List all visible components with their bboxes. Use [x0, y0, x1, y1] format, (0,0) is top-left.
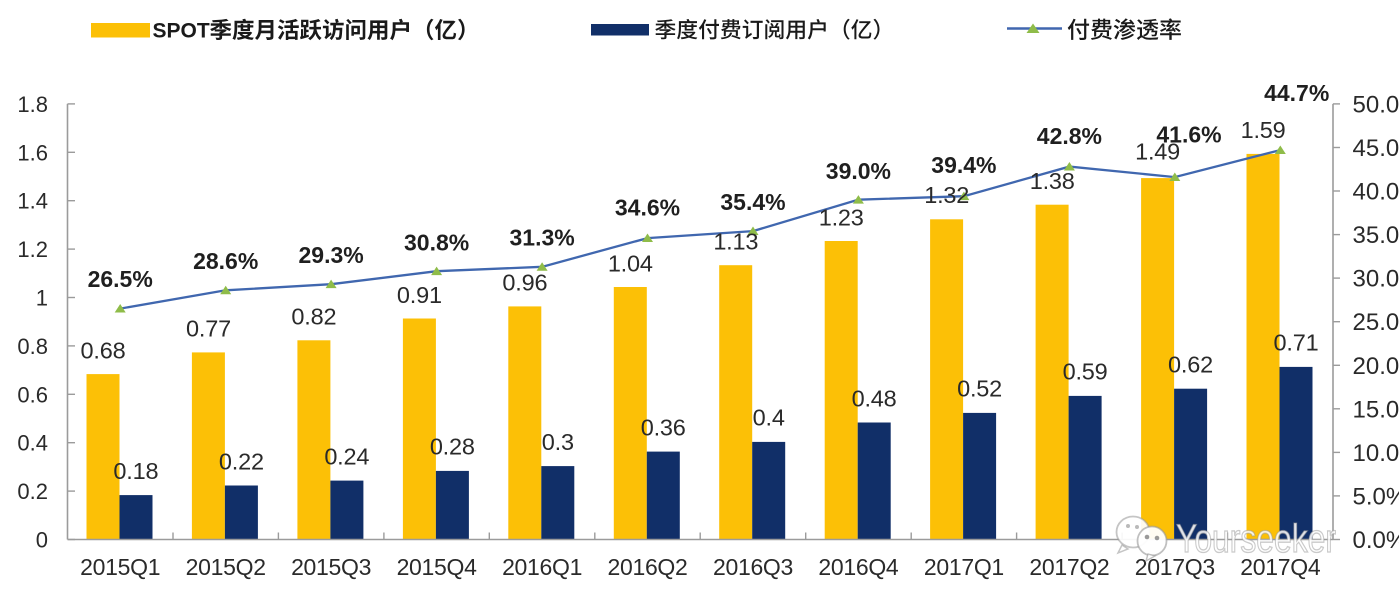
svg-text:25.0%: 25.0%	[1353, 309, 1399, 336]
svg-text:0.28: 0.28	[430, 434, 475, 460]
svg-text:2016Q1: 2016Q1	[502, 554, 582, 580]
svg-text:0.59: 0.59	[1063, 359, 1108, 385]
svg-text:1.8: 1.8	[17, 92, 48, 117]
svg-text:2017Q1: 2017Q1	[924, 554, 1004, 580]
svg-text:44.7%: 44.7%	[1264, 80, 1329, 106]
svg-text:10.0%: 10.0%	[1353, 440, 1399, 467]
svg-text:41.6%: 41.6%	[1156, 122, 1221, 148]
svg-text:1.04: 1.04	[608, 250, 653, 276]
svg-text:0.71: 0.71	[1274, 330, 1319, 356]
svg-text:0.4: 0.4	[17, 431, 48, 456]
svg-text:1.38: 1.38	[1030, 168, 1075, 194]
svg-text:30.0%: 30.0%	[1353, 266, 1399, 293]
svg-text:0.4: 0.4	[753, 405, 785, 431]
svg-text:0.36: 0.36	[641, 414, 686, 440]
svg-text:1.13: 1.13	[713, 229, 758, 255]
svg-text:0.82: 0.82	[291, 304, 336, 330]
svg-text:0.22: 0.22	[219, 448, 264, 474]
svg-text:1: 1	[36, 286, 48, 311]
svg-text:50.0%: 50.0%	[1353, 91, 1399, 118]
svg-text:34.6%: 34.6%	[615, 195, 680, 221]
svg-text:1.6: 1.6	[17, 140, 48, 165]
svg-text:0.2: 0.2	[17, 479, 48, 504]
svg-text:30.8%: 30.8%	[404, 230, 469, 256]
svg-text:SPOT: SPOT	[153, 20, 210, 43]
svg-text:0.68: 0.68	[81, 337, 126, 363]
svg-text:42.8%: 42.8%	[1037, 123, 1102, 149]
svg-text:28.6%: 28.6%	[193, 248, 258, 274]
svg-text:35.4%: 35.4%	[720, 189, 785, 215]
svg-text:0.0%: 0.0%	[1353, 527, 1399, 554]
svg-text:29.3%: 29.3%	[298, 242, 363, 268]
svg-text:2016Q3: 2016Q3	[713, 554, 793, 580]
svg-text:2015Q2: 2015Q2	[186, 554, 266, 580]
svg-text:0.77: 0.77	[186, 316, 231, 342]
svg-text:0.18: 0.18	[113, 458, 158, 484]
svg-text:39.4%: 39.4%	[931, 152, 996, 178]
svg-text:26.5%: 26.5%	[88, 266, 153, 292]
svg-text:2015Q1: 2015Q1	[80, 554, 160, 580]
svg-text:39.0%: 39.0%	[826, 158, 891, 184]
svg-text:0.24: 0.24	[324, 443, 369, 469]
svg-text:2015Q3: 2015Q3	[291, 554, 371, 580]
svg-text:1.32: 1.32	[924, 182, 969, 208]
svg-text:2016Q4: 2016Q4	[818, 554, 899, 580]
svg-text:35.0%: 35.0%	[1353, 222, 1399, 249]
svg-text:0.6: 0.6	[17, 382, 48, 407]
svg-text:0: 0	[36, 528, 48, 553]
svg-text:2016Q2: 2016Q2	[607, 554, 687, 580]
svg-text:0.3: 0.3	[542, 429, 574, 455]
svg-text:45.0%: 45.0%	[1353, 135, 1399, 162]
svg-text:0.48: 0.48	[852, 385, 897, 411]
svg-text:1.23: 1.23	[819, 204, 864, 230]
svg-text:0.91: 0.91	[397, 282, 442, 308]
svg-text:2017Q2: 2017Q2	[1029, 554, 1109, 580]
svg-text:31.3%: 31.3%	[509, 225, 574, 251]
svg-text:15.0%: 15.0%	[1353, 396, 1399, 423]
svg-text:0.62: 0.62	[1168, 352, 1213, 378]
svg-text:1.59: 1.59	[1241, 117, 1286, 143]
svg-text:20.0%: 20.0%	[1353, 353, 1399, 380]
svg-text:Yourseeker: Yourseeker	[1176, 517, 1336, 561]
svg-text:1.2: 1.2	[17, 237, 48, 262]
svg-text:0.96: 0.96	[502, 270, 547, 296]
svg-text:2015Q4: 2015Q4	[397, 554, 478, 580]
svg-text:40.0%: 40.0%	[1353, 179, 1399, 206]
svg-text:5.0%: 5.0%	[1353, 483, 1399, 510]
svg-text:1.4: 1.4	[17, 189, 48, 214]
svg-text:0.52: 0.52	[957, 376, 1002, 402]
svg-text:0.8: 0.8	[17, 334, 48, 359]
